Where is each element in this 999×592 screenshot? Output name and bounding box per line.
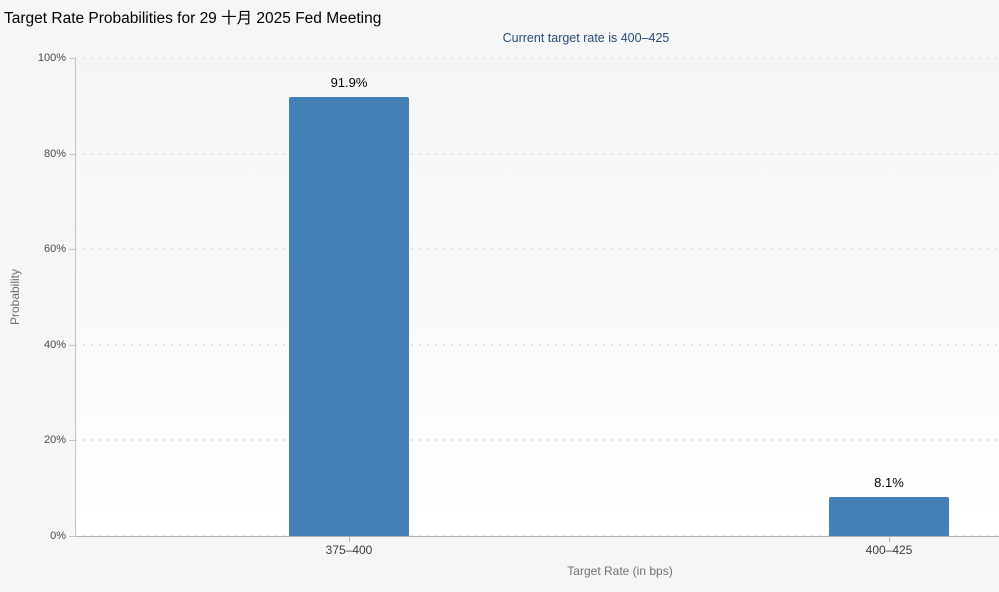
plot-area [75, 58, 999, 536]
x-category-label: 375–400 [325, 543, 373, 557]
x-axis-tick [349, 537, 350, 542]
y-axis-tick [69, 249, 75, 251]
y-axis-tick [69, 344, 75, 346]
x-axis-line [75, 536, 999, 537]
gridline-40% [75, 343, 999, 346]
x-category-label: 400–425 [865, 543, 913, 557]
x-axis-title: Target Rate (in bps) [567, 564, 673, 578]
bar-value-label: 91.9% [330, 74, 368, 90]
bar-400–425[interactable] [829, 497, 949, 536]
chart-subtitle: Current target rate is 400–425 [502, 31, 670, 45]
y-axis-tick [69, 536, 75, 537]
y-tick-label: 0% [50, 530, 66, 542]
y-tick-label: 40% [43, 338, 66, 351]
y-tick-label: 20% [43, 434, 66, 447]
bar-375–400[interactable] [289, 96, 409, 536]
y-axis-line [75, 58, 76, 537]
y-axis-title: Probability [8, 268, 22, 326]
gridline-80% [75, 152, 999, 155]
y-axis-tick [69, 153, 75, 155]
gridline-60% [75, 248, 999, 251]
y-axis-tick [69, 58, 75, 59]
y-axis-tick [69, 440, 75, 442]
bar-value-label: 8.1% [874, 475, 904, 491]
gridline-100% [75, 57, 999, 59]
y-tick-label: 80% [43, 147, 66, 160]
x-axis-tick [889, 537, 890, 542]
gridline-20% [75, 439, 999, 442]
chart-title: Target Rate Probabilities for 29 十月 2025… [4, 10, 382, 27]
y-tick-label: 60% [43, 243, 66, 256]
y-tick-label: 100% [37, 52, 66, 64]
